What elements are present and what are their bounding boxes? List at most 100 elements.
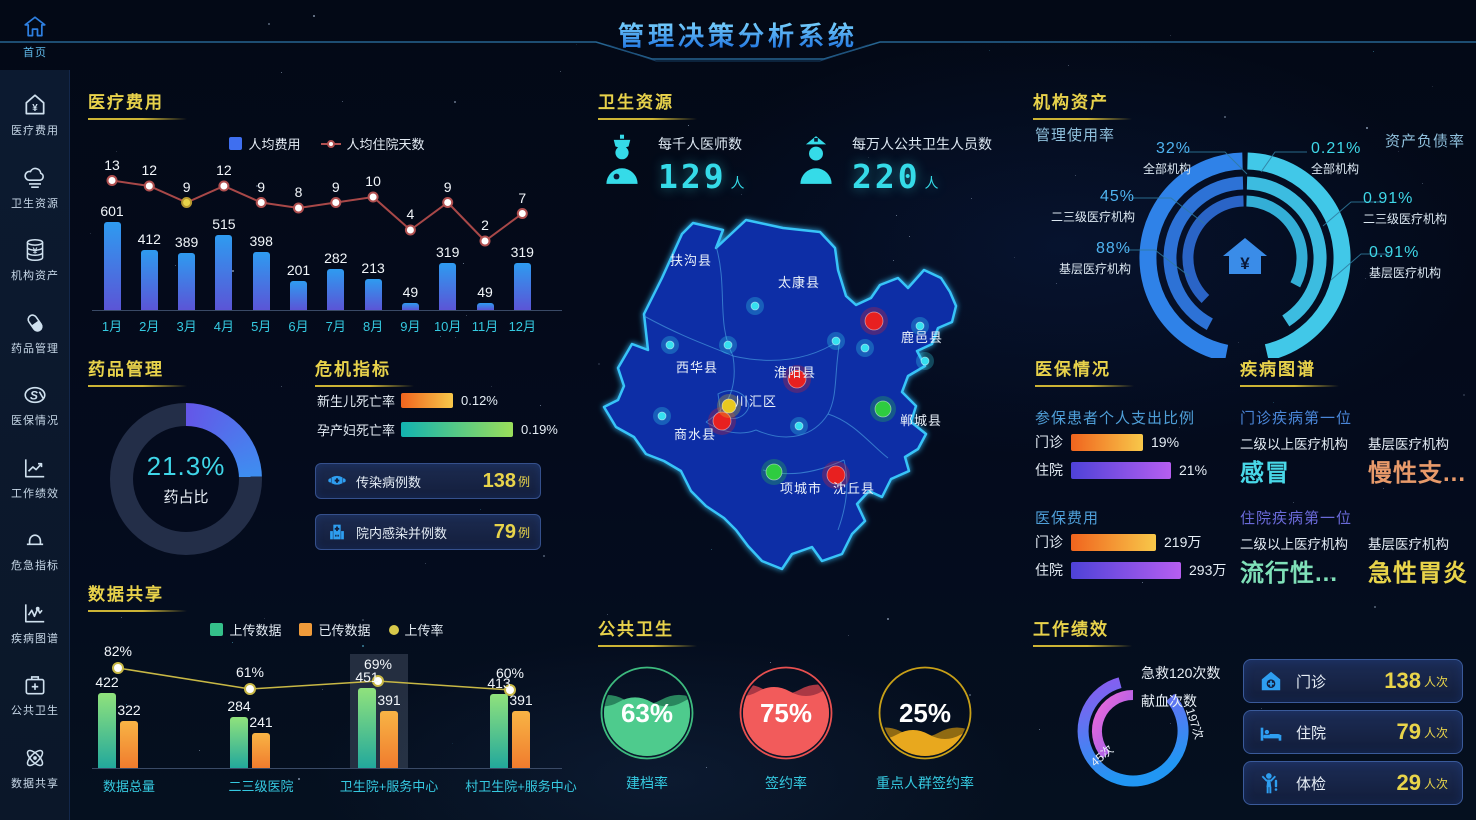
sidebar-item-public-health[interactable]: 公共卫生 <box>0 672 70 718</box>
legend-item-avg-stay[interactable]: 人均住院天数 <box>320 134 425 153</box>
bar-avg-cost[interactable] <box>215 235 233 310</box>
line-point-avg-stay[interactable] <box>442 197 454 208</box>
liquid-gauge-1[interactable]: 75% <box>738 665 834 761</box>
line-point-avg-stay[interactable] <box>330 197 342 208</box>
line-point-avg-stay[interactable] <box>106 175 118 186</box>
bar-avg-cost[interactable] <box>513 263 531 310</box>
crisis-badge-hospital-infection[interactable]: 院内感染并例数 79 例 <box>315 514 541 550</box>
sidebar-item-home[interactable]: 首页 <box>0 14 70 60</box>
sidebar-item-disease-map[interactable]: 疾病图谱 <box>0 600 70 646</box>
bar-avg-cost[interactable] <box>178 253 196 310</box>
insurance-bar[interactable] <box>1071 461 1171 479</box>
bar-uploaded[interactable] <box>490 694 508 768</box>
bar-uploaded[interactable] <box>230 717 248 768</box>
line-point-avg-stay[interactable] <box>367 191 379 203</box>
map-marker[interactable] <box>712 411 732 431</box>
donut-arc-emergency[interactable] <box>1077 677 1189 787</box>
crisis-badge-infectious[interactable]: 传染病例数 138 例 <box>315 463 541 499</box>
map-marker[interactable] <box>665 340 675 350</box>
insurance-bar[interactable] <box>1071 433 1143 451</box>
line-point-avg-stay[interactable] <box>218 180 230 192</box>
map-marker[interactable] <box>723 340 733 350</box>
map-marker[interactable] <box>787 369 807 389</box>
legend-item-avg-cost[interactable]: 人均费用 <box>229 134 301 153</box>
liquid-gauge-0[interactable]: 63% <box>599 665 695 761</box>
performance-card-checkup[interactable]: 体检 29 人次 <box>1243 761 1463 805</box>
bar-transferred[interactable] <box>120 721 138 768</box>
donut-arc-blood-donation[interactable] <box>1091 689 1134 759</box>
bar-avg-cost[interactable] <box>327 269 345 310</box>
map-marker[interactable] <box>864 311 884 331</box>
map-marker[interactable] <box>874 400 892 418</box>
sidebar-item-data-share[interactable]: 数据共享 <box>0 745 70 791</box>
bar-avg-cost[interactable] <box>476 303 494 310</box>
sidebar-item-drug-manage[interactable]: 药品管理 <box>0 310 70 356</box>
bar-transferred[interactable] <box>512 711 530 768</box>
gauge-callout-usage-2: 88% 基层医疗机构 <box>1021 240 1131 277</box>
bar-avg-cost[interactable] <box>401 303 419 310</box>
stat-texts: 每千人医师数 129 人 <box>658 132 745 193</box>
crisis-rate-bar[interactable] <box>401 421 513 437</box>
disease-name: 急性胃炎 <box>1368 560 1468 587</box>
bar-uploaded[interactable] <box>98 693 116 768</box>
bar-avg-cost[interactable] <box>439 263 457 310</box>
map-marker[interactable] <box>657 411 667 421</box>
insurance-bar[interactable] <box>1071 533 1156 551</box>
line-point-avg-stay[interactable] <box>516 208 528 219</box>
line-point-upload-rate[interactable] <box>244 683 256 695</box>
line-point-upload-rate[interactable] <box>504 684 516 696</box>
line-point-avg-stay[interactable] <box>404 224 416 236</box>
bar-avg-cost[interactable] <box>364 279 382 310</box>
line-point-avg-stay[interactable] <box>479 235 491 247</box>
sidebar-item-critical[interactable]: 危急指标 <box>0 527 70 573</box>
disease-name: 感冒 <box>1240 460 1290 487</box>
legend-item-uploaded[interactable]: 上传数据 <box>210 620 281 639</box>
bar-avg-cost[interactable] <box>140 250 158 310</box>
sidebar-item-org-assets[interactable]: ¥ 机构资产 <box>0 237 70 283</box>
insurance-bar[interactable] <box>1071 561 1181 579</box>
map-marker[interactable] <box>860 343 870 353</box>
line-point-upload-rate[interactable] <box>112 662 124 674</box>
map-marker[interactable] <box>765 463 783 481</box>
line-value-label: 10 <box>365 173 381 189</box>
line-point-upload-rate[interactable] <box>372 675 384 687</box>
sidebar-item-medical-cost[interactable]: ¥ 医疗费用 <box>0 92 70 138</box>
insurance-row-label: 门诊 <box>1035 534 1063 550</box>
map-marker[interactable] <box>915 321 925 331</box>
map-marker[interactable] <box>920 356 930 366</box>
insurance-row-value: 293万 <box>1189 562 1227 578</box>
line-value-label: 9 <box>257 178 266 195</box>
map-marker[interactable] <box>831 336 841 346</box>
crisis-rate-bar[interactable] <box>401 392 453 408</box>
line-point-avg-stay[interactable] <box>255 197 267 208</box>
liquid-gauge-2[interactable]: 25% <box>877 665 973 761</box>
bar-transferred[interactable] <box>252 733 270 768</box>
map-marker[interactable] <box>826 465 846 485</box>
sidebar-item-performance[interactable]: 工作绩效 <box>0 455 70 501</box>
bar-avg-cost[interactable] <box>103 222 121 310</box>
sidebar-item-insurance[interactable]: S 医保情况 <box>0 382 70 428</box>
bar-uploaded[interactable] <box>358 688 376 768</box>
performance-card-inpatient[interactable]: 住院 79 人次 <box>1243 710 1463 754</box>
x-axis-tick: 10月 <box>433 319 462 334</box>
bar-transferred[interactable] <box>380 711 398 768</box>
line-value-label: 9 <box>443 178 452 195</box>
map-marker[interactable] <box>721 398 737 414</box>
share-line-layer <box>92 662 562 769</box>
dome-icon <box>22 527 48 553</box>
badge-value: 79 <box>493 520 516 543</box>
line-point-avg-stay[interactable] <box>143 180 155 192</box>
legend-item-transferred[interactable]: 已传数据 <box>299 620 371 639</box>
performance-card-outpatient[interactable]: 门诊 138 人次 <box>1243 659 1463 703</box>
map-marker[interactable] <box>794 421 804 431</box>
map-region-outline[interactable] <box>602 218 958 571</box>
legend-item-upload-rate[interactable]: 上传率 <box>388 620 444 639</box>
map-county-label: 郸城县 <box>900 413 942 428</box>
sidebar-item-health-resource[interactable]: 卫生资源 <box>0 165 70 211</box>
panel-title: 医保情况 <box>1035 355 1111 387</box>
bar-avg-cost[interactable] <box>290 281 307 310</box>
map-marker[interactable] <box>750 301 760 311</box>
line-point-avg-stay[interactable] <box>181 197 193 208</box>
bar-avg-cost[interactable] <box>252 252 270 310</box>
line-point-avg-stay[interactable] <box>293 202 304 214</box>
